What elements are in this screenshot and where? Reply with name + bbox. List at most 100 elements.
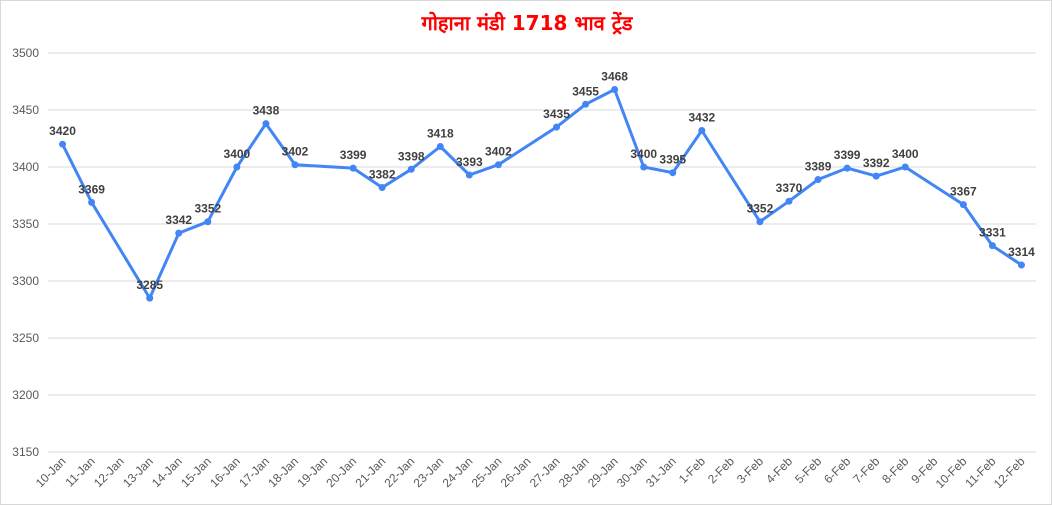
data-label: 3468: [601, 69, 628, 83]
x-tick-label: 26-Jan: [498, 454, 534, 490]
data-label: 3399: [340, 148, 367, 162]
x-tick-label: 24-Jan: [440, 454, 476, 490]
data-point: [814, 176, 822, 184]
x-tick-label: 16-Jan: [207, 454, 243, 490]
data-point: [582, 100, 590, 108]
data-point: [349, 164, 357, 172]
y-tick-label: 3400: [12, 160, 39, 174]
data-point: [175, 229, 183, 237]
data-label: 3402: [485, 145, 512, 159]
data-point: [494, 161, 502, 169]
x-tick-label: 10-Jan: [33, 454, 69, 490]
x-tick-label: 31-Jan: [643, 454, 679, 490]
data-label: 3399: [834, 148, 861, 162]
data-point: [59, 140, 67, 148]
data-label: 3400: [892, 147, 919, 161]
y-tick-label: 3200: [12, 388, 39, 402]
x-tick-label: 2-Feb: [705, 454, 737, 486]
data-label: 3352: [194, 202, 221, 216]
data-point: [378, 184, 386, 192]
data-point: [901, 163, 909, 171]
x-tick-label: 23-Jan: [411, 454, 447, 490]
data-point: [1017, 261, 1025, 269]
data-point: [785, 197, 793, 205]
data-label: 3455: [572, 84, 599, 98]
data-label: 3402: [282, 145, 309, 159]
data-label: 3418: [427, 126, 454, 140]
data-point: [88, 198, 96, 206]
x-tick-label: 27-Jan: [527, 454, 563, 490]
x-tick-label: 5-Feb: [792, 454, 824, 486]
data-point: [669, 169, 677, 177]
data-label: 3435: [543, 107, 570, 121]
data-point: [262, 120, 270, 128]
data-point: [465, 171, 473, 179]
y-tick-label: 3300: [12, 274, 39, 288]
data-point: [698, 127, 706, 135]
x-tick-label: 20-Jan: [323, 454, 359, 490]
data-point: [291, 161, 299, 169]
data-label: 3352: [747, 202, 774, 216]
data-label: 3285: [136, 278, 163, 292]
x-tick-label: 28-Jan: [556, 454, 592, 490]
x-tick-label: 22-Jan: [382, 454, 418, 490]
data-point: [553, 123, 561, 131]
x-tick-label: 12-Jan: [91, 454, 127, 490]
y-tick-label: 3350: [12, 217, 39, 231]
data-label: 3370: [776, 181, 803, 195]
data-point: [843, 164, 851, 172]
x-tick-label: 14-Jan: [149, 454, 185, 490]
x-tick-label: 6-Feb: [821, 454, 853, 486]
data-point: [988, 242, 996, 250]
data-label: 3314: [1008, 245, 1035, 259]
y-tick-label: 3250: [12, 331, 39, 345]
data-point: [959, 201, 967, 209]
data-label: 3395: [659, 153, 686, 167]
data-label: 3400: [224, 147, 251, 161]
data-label: 3432: [688, 111, 715, 125]
data-label: 3400: [630, 147, 657, 161]
x-tick-label: 11-Jan: [62, 454, 97, 489]
data-label: 3420: [49, 124, 76, 138]
data-point: [611, 85, 619, 93]
data-point: [640, 163, 648, 171]
data-label: 3398: [398, 149, 425, 163]
data-label: 3389: [805, 160, 832, 174]
data-label: 3438: [253, 104, 280, 118]
y-tick-label: 3500: [12, 46, 39, 60]
x-tick-label: 8-Feb: [879, 454, 911, 486]
series-line: [61, 88, 1023, 300]
data-label: 3342: [165, 213, 192, 227]
chart-title: गोहाना मंडी 1718 भाव ट्रेंड: [421, 11, 633, 35]
data-label: 3369: [78, 182, 105, 196]
x-tick-label: 21-Jan: [352, 454, 388, 490]
x-tick-label: 17-Jan: [236, 454, 272, 490]
data-point: [146, 294, 154, 302]
data-point: [872, 172, 880, 180]
x-tick-label: 29-Jan: [585, 454, 621, 490]
data-label: 3393: [456, 155, 483, 169]
y-tick-label: 3450: [12, 103, 39, 117]
x-tick-label: 1-Feb: [676, 454, 708, 486]
data-label: 3382: [369, 168, 396, 182]
data-point: [407, 165, 415, 173]
data-label: 3392: [863, 156, 890, 170]
x-tick-label: 13-Jan: [120, 454, 156, 490]
x-tick-label: 10-Feb: [933, 454, 970, 491]
x-tick-label: 3-Feb: [734, 454, 766, 486]
data-label: 3331: [979, 226, 1006, 240]
x-tick-label: 30-Jan: [614, 454, 650, 490]
x-tick-label: 18-Jan: [265, 454, 301, 490]
x-tick-label: 25-Jan: [469, 454, 505, 490]
x-tick-label: 19-Jan: [294, 454, 330, 490]
data-point: [233, 163, 241, 171]
data-point: [436, 142, 444, 150]
y-tick-label: 3150: [12, 445, 39, 459]
x-tick-label: 4-Feb: [763, 454, 795, 486]
data-label: 3367: [950, 185, 977, 199]
data-point: [204, 218, 212, 226]
x-tick-label: 12-Feb: [991, 454, 1028, 491]
data-point: [756, 218, 764, 226]
